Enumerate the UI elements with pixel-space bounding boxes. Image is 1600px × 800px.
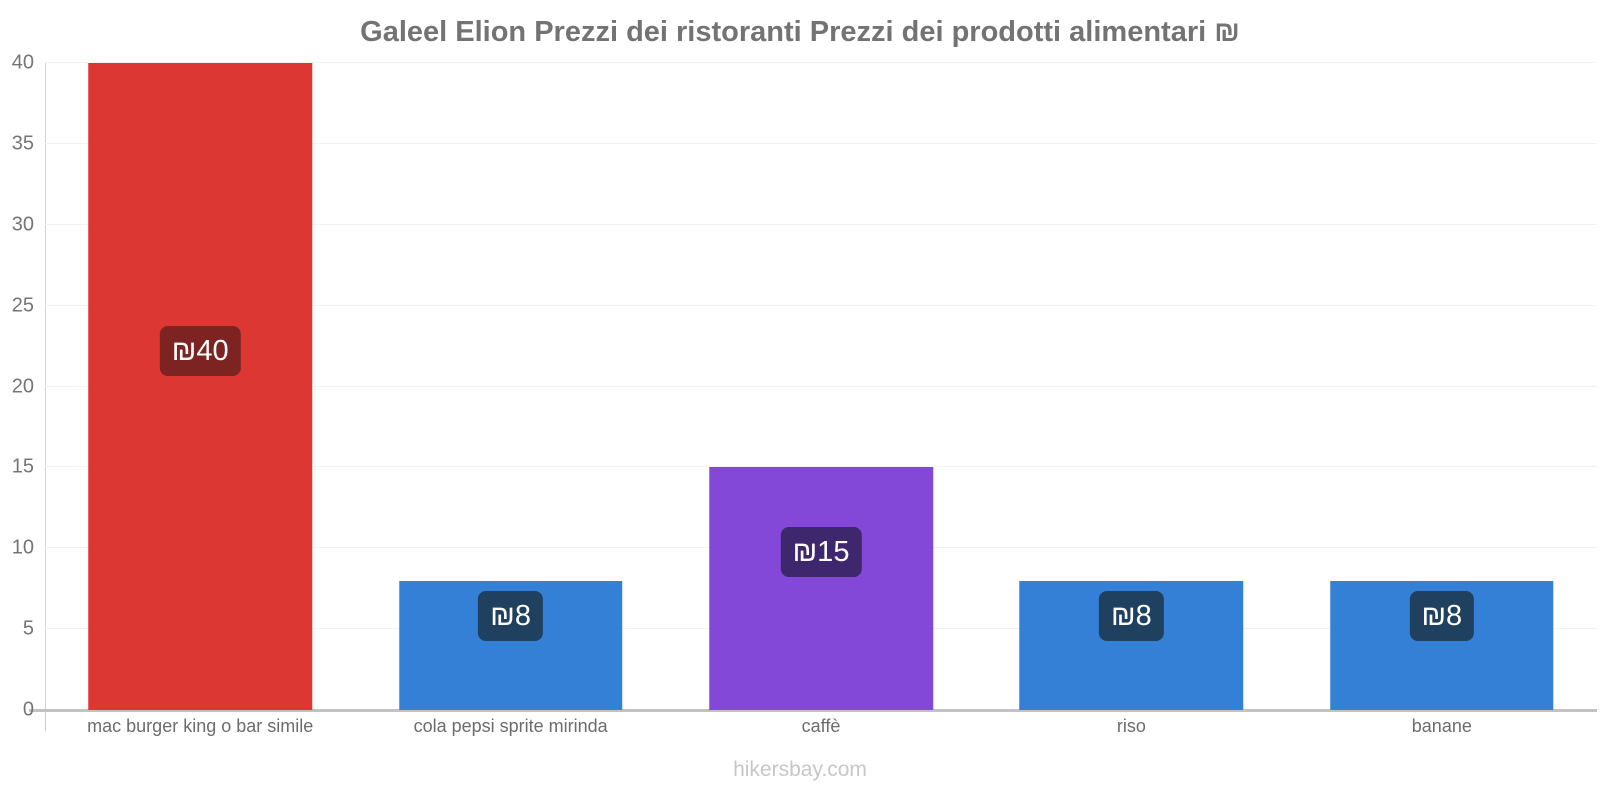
bars-container: ₪40 ₪8 ₪15 ₪8 ₪8 — [45, 63, 1597, 710]
bar-group: ₪8 — [1287, 63, 1597, 710]
bar-value-badge: ₪8 — [1099, 590, 1164, 641]
bar-group: ₪15 — [666, 63, 976, 710]
y-axis-tick-label: 30 — [11, 213, 34, 236]
y-axis-tick-label: 35 — [11, 132, 34, 155]
chart-title: Galeel Elion Prezzi dei ristoranti Prezz… — [360, 16, 1240, 48]
watermark-text: hikersbay.com — [733, 758, 867, 781]
gridline — [45, 466, 1597, 468]
x-axis-category-label: cola pepsi sprite mirinda — [413, 716, 608, 736]
bar-group: ₪8 — [976, 63, 1286, 710]
bar-group: ₪8 — [355, 63, 665, 710]
y-axis-labels: 0 5 10 15 20 25 30 35 40 — [0, 52, 34, 721]
y-axis-tick-label: 0 — [22, 698, 34, 721]
y-axis-line — [45, 63, 46, 710]
gridline — [45, 142, 1597, 144]
bar: ₪15 — [709, 467, 933, 710]
y-axis-tick-label: 40 — [11, 51, 34, 74]
y-axis-tick-label: 20 — [11, 375, 34, 397]
bar-value-badge: ₪15 — [780, 527, 862, 578]
gridline — [45, 304, 1597, 306]
y-axis-tick-label: 15 — [11, 455, 34, 478]
x-axis-category-label: mac burger king o bar simile — [87, 716, 314, 736]
y-axis-tick-label: 25 — [11, 294, 34, 317]
gridline — [45, 62, 1597, 63]
x-axis-labels: mac burger king o bar simile cola pepsi s… — [45, 716, 1597, 737]
y-axis-tick — [45, 710, 46, 731]
x-axis-category-label: banane — [1411, 716, 1472, 736]
x-axis-category-label: caffè — [801, 716, 841, 736]
gridline — [45, 385, 1597, 387]
gridline — [45, 223, 1597, 225]
y-axis-tick-label: 10 — [11, 536, 34, 559]
bar-value-badge: ₪40 — [159, 325, 241, 376]
plot-area: ₪40 ₪8 ₪15 ₪8 ₪8 — [29, 62, 1597, 731]
x-axis-line — [29, 709, 1597, 712]
bar: ₪8 — [1330, 580, 1554, 710]
y-axis-tick-label: 5 — [22, 617, 34, 640]
bar: ₪8 — [1019, 580, 1244, 710]
x-axis-category-label: riso — [1116, 716, 1146, 736]
bar: ₪40 — [88, 63, 312, 710]
bar-group: ₪40 — [45, 63, 355, 710]
bar: ₪8 — [398, 580, 623, 710]
bar-value-badge: ₪8 — [1409, 590, 1475, 641]
bar-value-badge: ₪8 — [478, 590, 543, 641]
